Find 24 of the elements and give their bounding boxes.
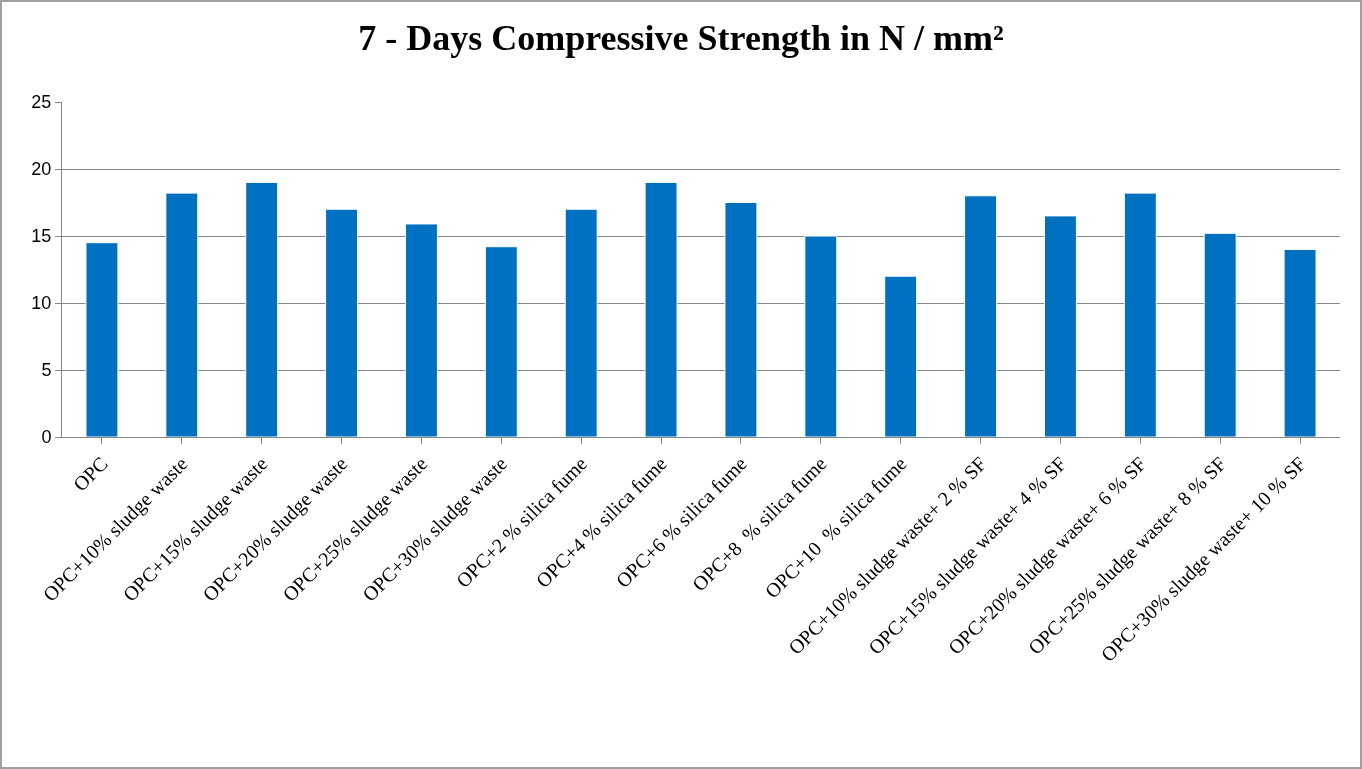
y-tick-label: 5 xyxy=(41,360,52,381)
bar xyxy=(884,275,918,437)
bar xyxy=(484,246,518,437)
bar xyxy=(165,192,199,437)
bar xyxy=(964,195,998,437)
bar xyxy=(245,181,279,437)
y-tick-label: 0 xyxy=(41,427,52,448)
bar xyxy=(404,223,438,437)
bar xyxy=(1283,248,1317,437)
y-tick-label: 15 xyxy=(31,226,52,247)
bar xyxy=(644,181,678,437)
bar xyxy=(325,208,359,437)
y-tick-label: 20 xyxy=(31,159,52,180)
y-tick-label: 25 xyxy=(31,92,52,113)
bar xyxy=(1203,232,1237,437)
bar xyxy=(1123,192,1157,437)
x-tick-label: OPC xyxy=(68,452,112,496)
bar xyxy=(1043,215,1077,437)
bar xyxy=(724,202,758,437)
y-tick-label: 10 xyxy=(31,293,52,314)
bar xyxy=(564,208,598,437)
bar xyxy=(804,235,838,437)
chart-title: 7 - Days Compressive Strength in N / mm² xyxy=(358,18,1004,59)
bar xyxy=(85,242,119,437)
